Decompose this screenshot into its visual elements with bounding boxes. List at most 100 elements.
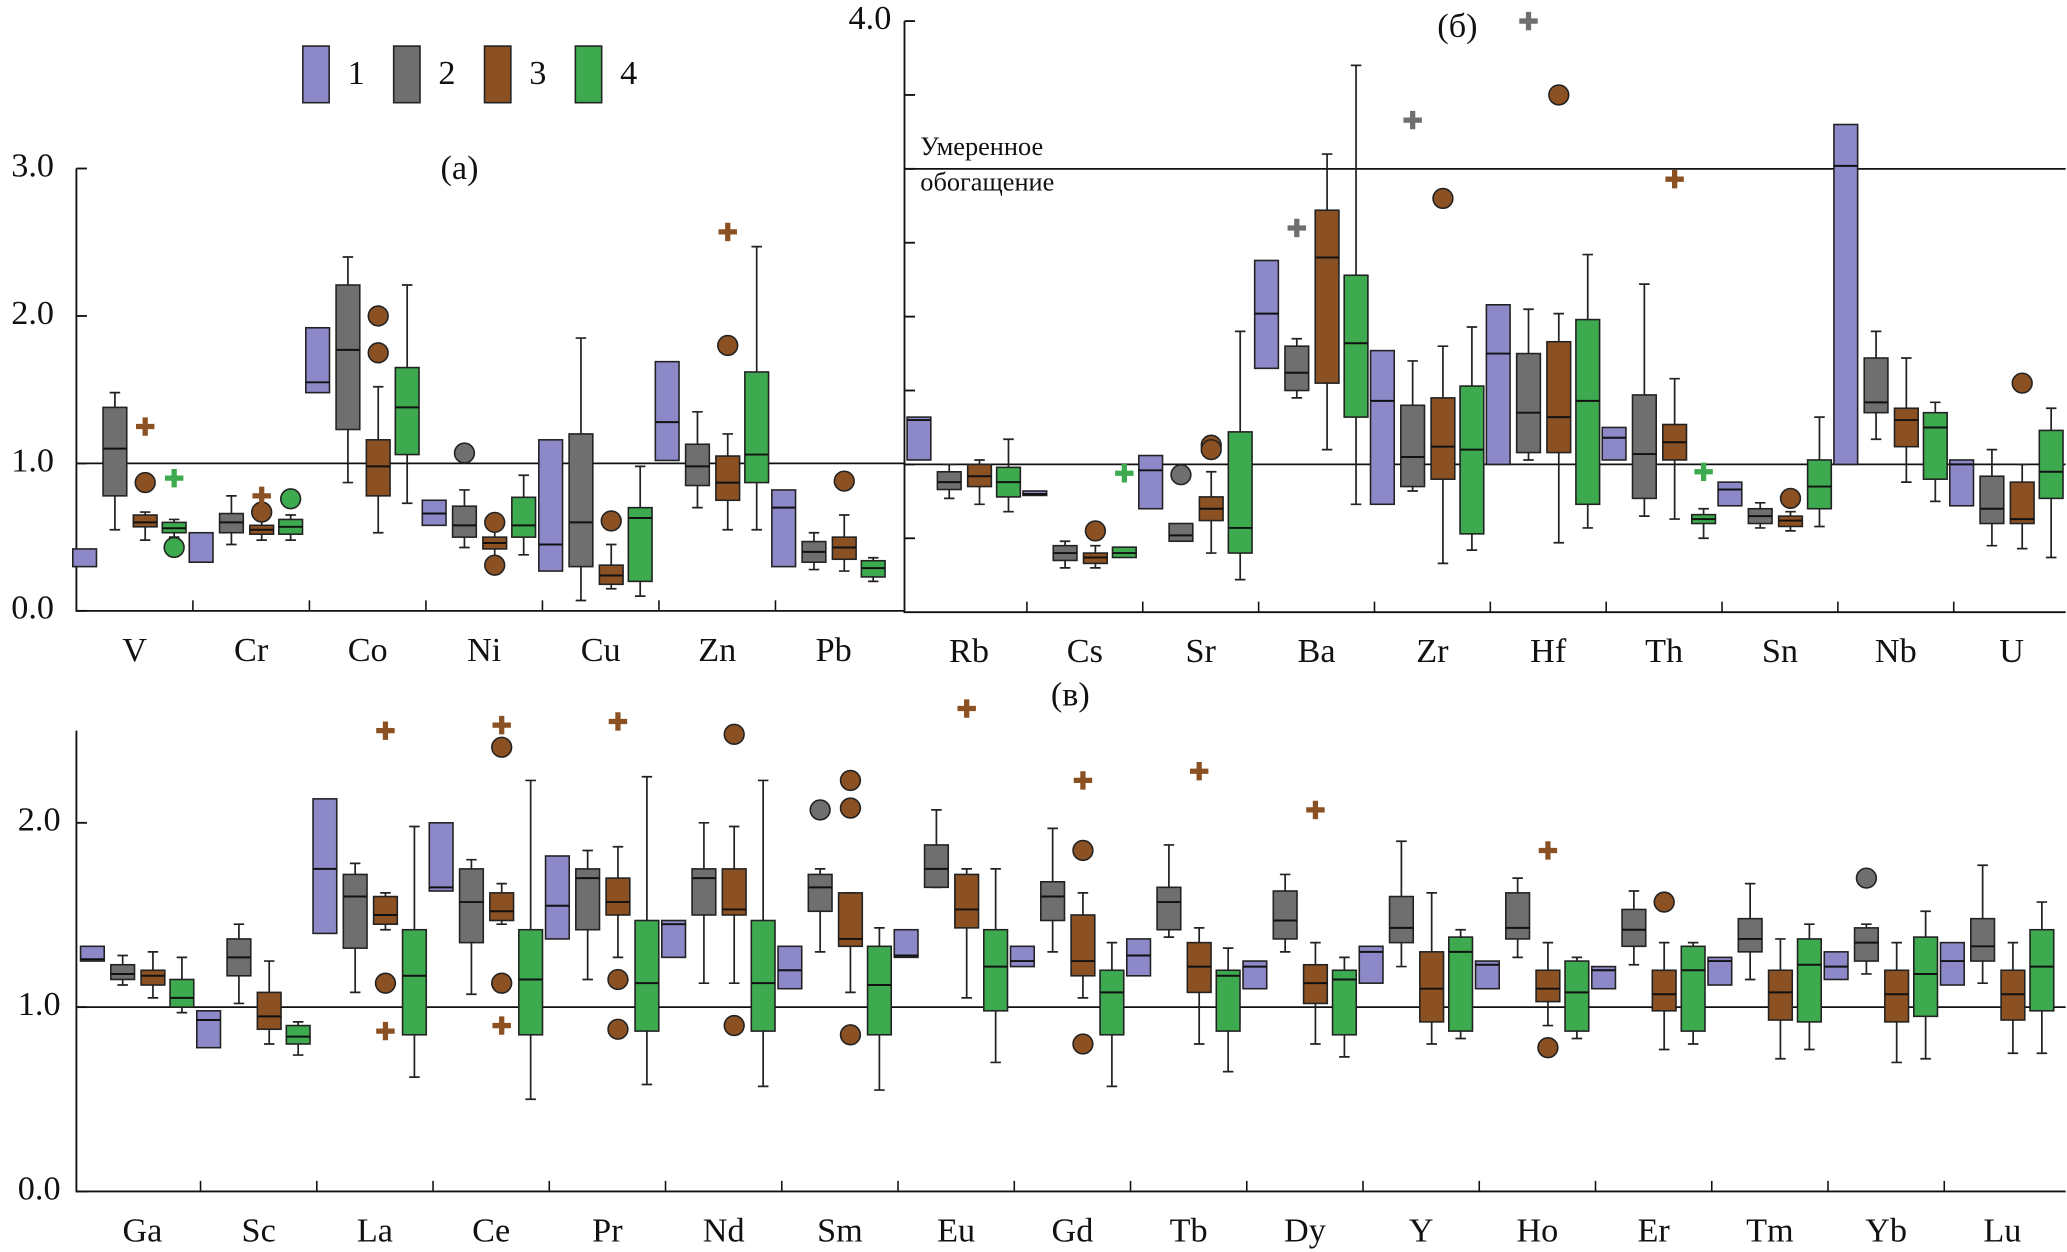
- box: [1505, 892, 1531, 940]
- box: [1969, 917, 1996, 962]
- whisker: [722, 433, 734, 457]
- outlier: [2011, 372, 2033, 394]
- outlier: [1200, 438, 1222, 461]
- legend-swatch: [392, 45, 421, 104]
- box: [1590, 965, 1617, 990]
- x-tick-label: Sr: [1185, 633, 1216, 670]
- box: [983, 928, 1009, 1012]
- whisker: [459, 537, 470, 549]
- whisker: [845, 946, 856, 994]
- whisker: [1639, 283, 1650, 395]
- extreme: [1306, 800, 1325, 820]
- whisker: [1047, 920, 1058, 953]
- y-tick-label: 2.0: [18, 802, 61, 839]
- x-tick-label: Nb: [1875, 633, 1917, 670]
- whisker: [292, 1043, 304, 1056]
- whisker: [1891, 941, 1902, 971]
- whisker: [1628, 946, 1640, 966]
- box: [744, 371, 770, 484]
- legend-swatch: [574, 45, 603, 104]
- outlier: [723, 1014, 745, 1037]
- whisker: [1205, 520, 1217, 554]
- x-tick-label: Ce: [472, 1212, 510, 1249]
- box: [750, 919, 776, 1032]
- whisker: [1977, 864, 1988, 919]
- whisker: [496, 882, 507, 893]
- box: [110, 963, 136, 981]
- x-tick-label: Hf: [1530, 633, 1567, 670]
- outlier: [453, 442, 476, 464]
- outlier: [1170, 464, 1192, 486]
- box: [1651, 969, 1677, 1012]
- outlier: [1779, 487, 1802, 510]
- whisker: [728, 825, 740, 869]
- whisker: [1523, 452, 1534, 461]
- whisker: [226, 494, 237, 514]
- box: [1564, 960, 1590, 1032]
- outlier: [1548, 84, 1570, 106]
- whisker: [990, 1010, 1001, 1064]
- whisker: [1658, 941, 1670, 971]
- extreme: [252, 486, 271, 506]
- box: [1358, 945, 1384, 984]
- whisker: [409, 825, 420, 930]
- outlier: [1072, 1033, 1094, 1055]
- box: [1227, 431, 1253, 554]
- panel-label: (а): [441, 150, 479, 187]
- whisker: [814, 911, 826, 953]
- panel-label: (б): [1437, 8, 1477, 45]
- box: [575, 868, 601, 931]
- box: [954, 873, 980, 929]
- whisker: [2016, 523, 2028, 550]
- whisker: [1047, 827, 1058, 882]
- whisker: [372, 385, 384, 440]
- whisker: [1090, 544, 1101, 554]
- whisker: [1077, 892, 1089, 915]
- whisker: [1279, 873, 1291, 892]
- box: [335, 284, 361, 431]
- x-tick-label: Yb: [1865, 1212, 1907, 1249]
- whisker: [1639, 498, 1650, 517]
- box: [936, 470, 962, 491]
- outlier: [279, 488, 302, 510]
- x-tick-label: Zn: [698, 632, 736, 669]
- box: [1912, 936, 1939, 1018]
- box: [1272, 890, 1298, 940]
- y-tick-label: 4.0: [849, 0, 892, 37]
- x-tick-label: Dy: [1284, 1212, 1326, 1249]
- outlier: [839, 797, 862, 819]
- whisker: [1396, 942, 1407, 968]
- box: [1485, 304, 1511, 466]
- box: [1707, 956, 1733, 986]
- whisker: [1279, 938, 1291, 953]
- whisker: [226, 532, 237, 546]
- legend-label: 2: [438, 55, 455, 92]
- whisker: [728, 914, 740, 985]
- whisker: [751, 482, 762, 531]
- whisker: [1350, 417, 1362, 506]
- whisker: [990, 868, 1001, 930]
- x-tick-label: Co: [348, 632, 388, 669]
- whisker: [2045, 407, 2057, 431]
- box: [188, 531, 214, 563]
- whisker: [751, 245, 762, 372]
- panel-label: (в): [1051, 677, 1090, 714]
- whisker: [1891, 1021, 1902, 1064]
- whisker: [147, 985, 159, 999]
- whisker: [1291, 337, 1303, 347]
- whisker: [1193, 927, 1205, 943]
- whisker: [838, 559, 850, 572]
- whisker: [2007, 1020, 2019, 1055]
- whisker: [1466, 533, 1478, 551]
- whisker: [1542, 1001, 1554, 1027]
- whisker: [342, 256, 354, 285]
- box: [71, 548, 98, 568]
- box: [906, 416, 932, 461]
- box: [1215, 969, 1241, 1032]
- box: [394, 366, 420, 456]
- box: [102, 406, 128, 497]
- whisker: [1426, 892, 1437, 952]
- y-tick-label: 0.0: [11, 590, 54, 627]
- box: [1546, 340, 1572, 454]
